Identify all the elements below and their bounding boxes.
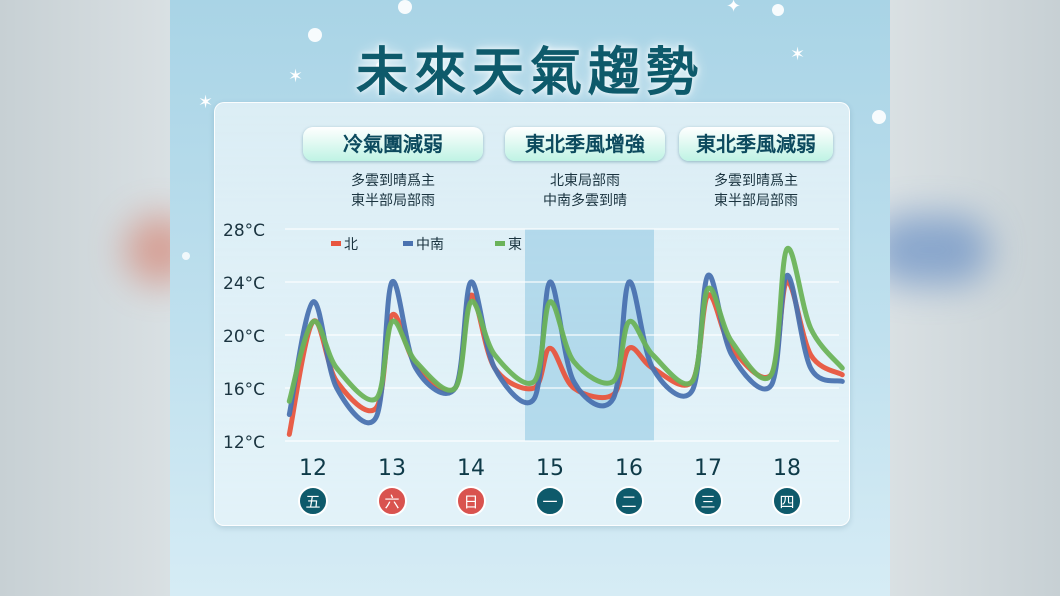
legend-swatch (331, 241, 341, 246)
snowflake (872, 110, 886, 124)
right-blur-blob (870, 215, 990, 285)
star-icon: ✦ (726, 0, 742, 17)
legend-label: 東 (508, 237, 522, 253)
page-title: 未來天氣趨勢 (355, 43, 704, 103)
x-tick-label: 15 (536, 456, 564, 481)
desc-line: 東半部局部雨 (351, 193, 435, 209)
desc-line: 東半部局部雨 (714, 193, 798, 209)
period-label-1: 冷氣團減弱 (303, 127, 483, 161)
period-desc-3: 多雲到晴爲主 東半部局部雨 (679, 171, 833, 211)
y-tick-label: 28°C (223, 221, 265, 241)
weekday-label: 五 (305, 493, 320, 511)
snowflake (376, 62, 384, 70)
legend-label: 北 (344, 237, 358, 253)
desc-line: 北東局部雨 (550, 173, 620, 189)
y-tick-label: 24°C (223, 274, 265, 294)
x-tick-label: 18 (773, 456, 801, 481)
x-tick-label: 16 (615, 456, 643, 481)
star-icon: ✶ (790, 44, 806, 65)
weekday-label: 二 (621, 493, 636, 511)
x-tick-label: 14 (457, 456, 485, 481)
series-line-東 (286, 246, 845, 404)
x-tick-label: 17 (694, 456, 722, 481)
desc-line: 多雲到晴爲主 (351, 173, 435, 189)
weekday-label: 六 (384, 493, 399, 511)
weekday-badge (377, 486, 407, 516)
chart-panel: 冷氣團減弱 東北季風增強 東北季風減弱 多雲到晴爲主 東半部局部雨 北東局部雨 … (214, 102, 850, 526)
period-label-3: 東北季風減弱 (679, 127, 833, 161)
weekday-label: 一 (542, 493, 557, 511)
period-label-2: 東北季風增強 (505, 127, 665, 161)
legend-label: 中南 (416, 237, 444, 253)
weekday-badge (614, 486, 644, 516)
y-tick-label: 16°C (223, 380, 265, 400)
legend-swatch (403, 241, 413, 246)
weekday-badge (772, 486, 802, 516)
weekday-badge (456, 486, 486, 516)
left-background (0, 0, 195, 596)
snowflake (182, 252, 190, 260)
snowflake (308, 28, 322, 42)
weekday-badge (298, 486, 328, 516)
y-tick-label: 20°C (223, 327, 265, 347)
x-tick-label: 13 (378, 456, 406, 481)
weekday-badge (535, 486, 565, 516)
desc-line: 多雲到晴爲主 (714, 173, 798, 189)
x-tick-label: 12 (299, 456, 327, 481)
y-tick-label: 12°C (223, 433, 265, 453)
weekday-label: 三 (700, 493, 715, 511)
right-background (870, 0, 1060, 596)
period-desc-2: 北東局部雨 中南多雲到晴 (505, 171, 665, 211)
period-desc-1: 多雲到晴爲主 東半部局部雨 (303, 171, 483, 211)
snowflake (398, 0, 412, 14)
weekday-badge (693, 486, 723, 516)
weekday-label: 日 (463, 493, 478, 511)
temperature-chart: 12°C 16°C 20°C 24°C 28°C 北 中南 東 12 五 13 六 14 日 15 一 16 二 1… (223, 221, 845, 516)
star-icon: ✶ (198, 92, 214, 113)
snowflake (772, 4, 784, 16)
infographic: ✦ ✶ ✶ ✶ 未來天氣趨勢 冷氣團減弱 東北季風增強 東北季風減弱 多雲到晴爲… (170, 0, 890, 596)
star-icon: ✶ (288, 66, 304, 87)
weekday-label: 四 (779, 493, 794, 511)
desc-line: 中南多雲到晴 (543, 193, 627, 209)
legend-swatch (495, 241, 505, 246)
